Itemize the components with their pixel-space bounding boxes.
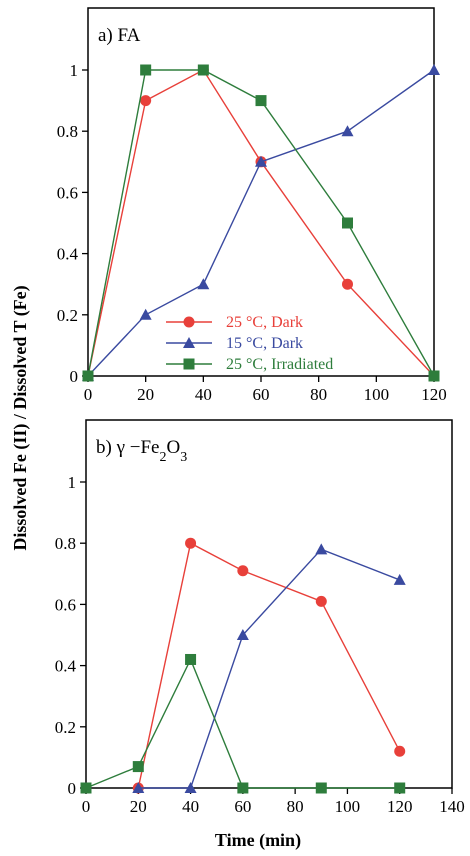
panel-a-y-tick-label: 0.4 xyxy=(57,245,79,264)
panel-b-label: b) γ −Fe2O3 xyxy=(96,437,187,465)
panel-a-label: a) FA xyxy=(98,25,141,46)
panel-b-x-tick-label: 80 xyxy=(287,797,304,816)
panel-b-y-tick-label: 0.6 xyxy=(55,595,76,614)
panel-a-point-2-5 xyxy=(428,370,440,382)
panel-b-point-2-4 xyxy=(315,782,327,794)
panel-a-point-0-1 xyxy=(140,95,152,107)
panel-a-point-0-4 xyxy=(342,278,353,290)
legend-marker-2 xyxy=(183,358,195,370)
panel-a-point-2-0 xyxy=(82,370,94,382)
legend-label-0: 25 °C, Dark xyxy=(226,314,303,331)
panel-b-chart: 0 20 40 60 80 100 120 140 0 0.2 0.4 0.6 0.8 1 b) γ −Fe… xyxy=(55,419,465,816)
panel-b-point-1-2 xyxy=(236,629,249,640)
panel-a-x-tick-label: 0 xyxy=(84,385,93,404)
panel-a-point-1-1 xyxy=(139,308,152,320)
panel-b-point-0-4 xyxy=(394,745,406,757)
panel-a-series-line-1 xyxy=(87,69,435,377)
panel-a-series-line-0 xyxy=(87,69,435,377)
panel-b-y-tick-label: 0.2 xyxy=(55,718,76,737)
panel-b-point-2-3 xyxy=(237,782,249,794)
panel-b-point-1-1 xyxy=(184,782,197,793)
panel-a-point-2-2 xyxy=(197,64,209,76)
legend-marker-1 xyxy=(183,337,195,348)
panel-a-x-tick-label: 20 xyxy=(137,385,154,404)
panel-a-point-1-5 xyxy=(428,64,440,75)
panel-b-x-tick-label: 120 xyxy=(387,797,413,816)
panel-b-point-2-0 xyxy=(80,782,92,794)
panel-b-point-1-0 xyxy=(132,782,145,793)
x-axis-title: Time (min) xyxy=(215,830,301,851)
panel-b-x-tick-label: 40 xyxy=(182,797,199,816)
panel-a-point-2-3 xyxy=(255,95,267,107)
panel-a-y-tick-label: 0.2 xyxy=(57,306,78,325)
panel-b-point-1-3 xyxy=(315,543,328,555)
panel-a-point-1-4 xyxy=(341,125,354,137)
panel-a-x-tick-label: 120 xyxy=(421,385,447,404)
panel-b-series-line-1 xyxy=(138,548,400,789)
panel-b-x-tick-label: 20 xyxy=(130,797,147,816)
panel-b-y-tick-label: 1 xyxy=(68,473,77,492)
panel-b-point-0-1 xyxy=(185,537,197,549)
panel-b-point-2-2 xyxy=(185,653,197,665)
panel-b-y-tick-label: 0.8 xyxy=(55,534,76,553)
panel-a-y-tick-label: 0.8 xyxy=(57,122,78,141)
panel-a-y-tick-label: 1 xyxy=(70,61,79,80)
panel-b-y-tick-label: 0.4 xyxy=(55,657,77,676)
panel-b-series-line-2 xyxy=(85,657,400,789)
legend-marker-0 xyxy=(183,316,195,328)
panel-b-point-0-3 xyxy=(315,595,327,607)
panel-b-x-tick-label: 60 xyxy=(234,797,251,816)
panel-a-chart: 0 20 40 60 80 100 120 0 0.2 0.4 0.6 0.8 1 a) FA 25 °C,… xyxy=(57,7,447,404)
panel-a-series-line-2 xyxy=(87,69,435,377)
panel-b-x-tick-label: 140 xyxy=(439,797,465,816)
legend-label-1: 15 °C, Dark xyxy=(226,335,303,352)
y-axis-title: Dissolved Fe (II) / Dissolved T (Fe) xyxy=(10,285,31,550)
panel-a-x-tick-label: 60 xyxy=(253,385,270,404)
panel-b-point-2-1 xyxy=(132,761,144,773)
panel-b-point-1-4 xyxy=(393,573,406,585)
panel-b-series-line-0 xyxy=(137,542,401,789)
panel-a-point-1-2 xyxy=(197,278,210,290)
panel-a-y-tick-label: 0.6 xyxy=(57,183,78,202)
panel-b-y-tick-label: 0 xyxy=(68,779,77,798)
panel-a-point-2-1 xyxy=(140,64,152,76)
panel-b-x-tick-label: 0 xyxy=(82,797,91,816)
legend-label-2: 25 °C, Irradiated xyxy=(226,356,333,373)
panel-a-y-tick-label: 0 xyxy=(70,367,79,386)
panel-b-x-tick-label: 100 xyxy=(335,797,361,816)
panel-b-point-2-5 xyxy=(394,782,406,794)
panel-a-x-tick-label: 100 xyxy=(364,385,390,404)
panel-b-point-0-2 xyxy=(237,565,249,577)
panel-a-x-tick-label: 40 xyxy=(195,385,212,404)
panel-b-frame xyxy=(85,419,453,789)
panel-a-x-tick-label: 80 xyxy=(310,385,327,404)
panel-a-point-1-3 xyxy=(255,155,267,167)
panel-a-point-2-4 xyxy=(342,217,353,229)
